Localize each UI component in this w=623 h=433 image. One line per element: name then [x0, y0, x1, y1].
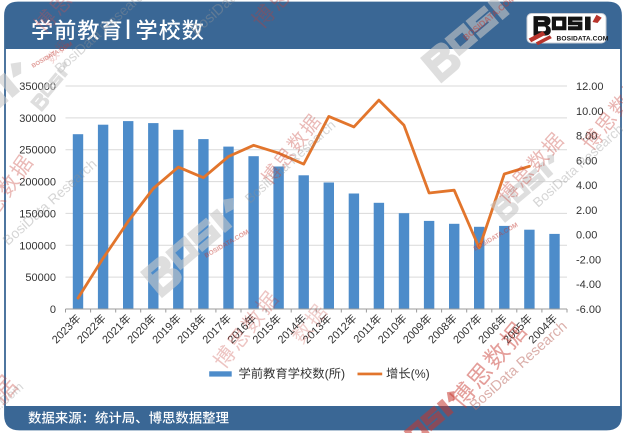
svg-text:10.00: 10.00 — [576, 106, 604, 118]
svg-text:BOSIDATA.COM: BOSIDATA.COM — [557, 36, 609, 43]
svg-text:100000: 100000 — [19, 240, 56, 252]
svg-text:50000: 50000 — [25, 272, 56, 284]
svg-text:2.00: 2.00 — [576, 205, 597, 217]
svg-text:): ) — [341, 367, 345, 381]
svg-text:12.00: 12.00 — [576, 81, 604, 93]
svg-text:(%): (%) — [411, 367, 430, 381]
svg-text:300000: 300000 — [19, 113, 56, 125]
svg-text:150000: 150000 — [19, 208, 56, 220]
svg-text:-2.00: -2.00 — [576, 254, 601, 266]
svg-text:200000: 200000 — [19, 177, 56, 189]
svg-text:-4.00: -4.00 — [576, 279, 601, 291]
svg-text:0.00: 0.00 — [576, 230, 597, 242]
svg-text:-6.00: -6.00 — [576, 304, 601, 316]
svg-text:(: ( — [325, 367, 330, 381]
svg-text:0: 0 — [50, 304, 56, 316]
svg-text:6.00: 6.00 — [576, 155, 597, 167]
svg-text:250000: 250000 — [19, 145, 56, 157]
svg-text:4.00: 4.00 — [576, 180, 597, 192]
